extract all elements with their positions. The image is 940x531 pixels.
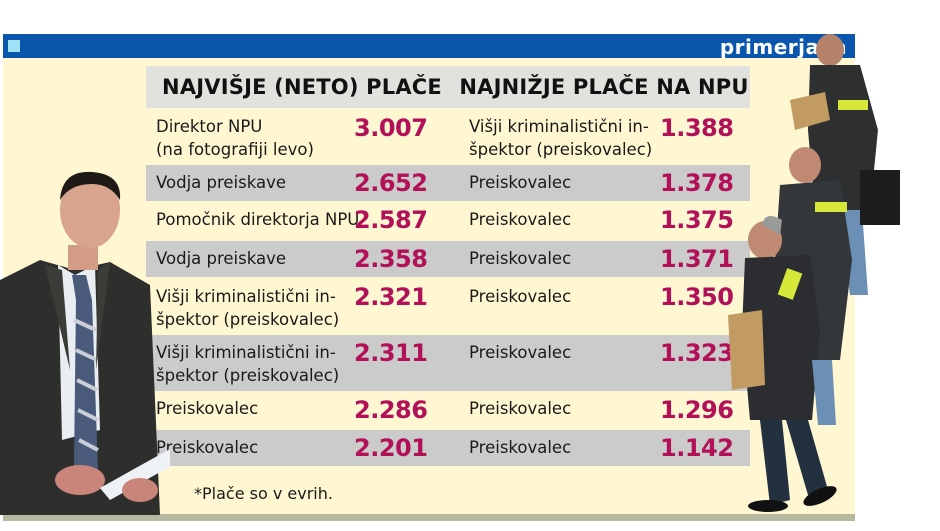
left-row-value: 2.311: [354, 339, 428, 367]
row-stripe: [146, 165, 750, 201]
row-stripe: [146, 241, 750, 277]
right-row-value: 1.296: [660, 396, 734, 424]
right-row-value: 1.371: [660, 245, 734, 273]
right-row-value: 1.375: [660, 206, 734, 234]
right-row-value: 1.378: [660, 169, 734, 197]
right-row-value: 1.350: [660, 283, 734, 311]
left-row-label: Vodja preiskave: [156, 249, 287, 268]
left-table-title: NAJVIŠJE (NETO) PLAČE: [146, 66, 458, 108]
right-row-label: Preiskovalec: [469, 438, 572, 457]
left-row-value: 2.321: [354, 283, 428, 311]
row-stripe: [146, 335, 750, 391]
left-row-value: 3.007: [354, 114, 428, 142]
right-row-value: 1.323: [660, 339, 734, 367]
row-stripe: [146, 430, 750, 466]
right-row-label: Preiskovalec: [469, 343, 572, 362]
right-row-label: Višji kriminalistični in- špektor (preis…: [469, 117, 653, 159]
left-row-label: Preiskovalec: [156, 438, 259, 457]
right-row-label: Preiskovalec: [469, 173, 572, 192]
header-bar: primerjava: [3, 34, 855, 59]
left-row-label: Višji kriminalistični in- špektor (preis…: [156, 287, 340, 329]
right-row-label: Preiskovalec: [469, 249, 572, 268]
left-row-label: Preiskovalec: [156, 399, 259, 418]
left-row-label: Pomočnik direktorja NPU: [156, 210, 360, 229]
right-row-value: 1.142: [660, 434, 734, 462]
left-row-value: 2.286: [354, 396, 428, 424]
left-row-label: Vodja preiskave: [156, 173, 287, 192]
left-row-value: 2.358: [354, 245, 428, 273]
right-table-title: NAJNIŽJE PLAČE NA NPU: [458, 66, 750, 108]
left-row-label: Direktor NPU (na fotografiji levo): [156, 117, 314, 159]
police-officers-photo: [728, 34, 900, 512]
right-row-label: Preiskovalec: [469, 399, 572, 418]
left-row-value: 2.201: [354, 434, 428, 462]
left-row-value: 2.652: [354, 169, 428, 197]
bottom-band: [3, 514, 855, 521]
left-row-label: Višji kriminalistični in- špektor (preis…: [156, 343, 340, 385]
section-marker-icon: [8, 40, 20, 52]
right-row-value: 1.388: [660, 114, 734, 142]
footnote: *Plače so v evrih.: [194, 484, 333, 503]
director-photo: [0, 171, 170, 515]
right-row-label: Preiskovalec: [469, 210, 572, 229]
right-row-label: Preiskovalec: [469, 287, 572, 306]
left-row-value: 2.587: [354, 206, 428, 234]
